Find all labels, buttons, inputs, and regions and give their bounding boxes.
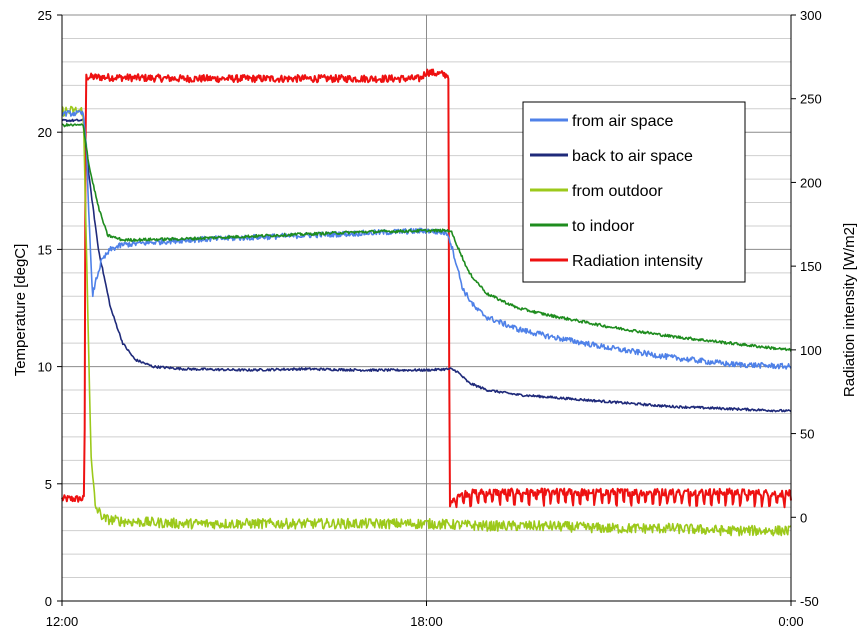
right-tick-label: 150 bbox=[800, 259, 822, 274]
x-tick-label: 12:00 bbox=[46, 614, 79, 629]
legend-label-back-to-air-space: back to air space bbox=[572, 148, 693, 165]
left-tick-label: 0 bbox=[45, 594, 52, 609]
left-tick-label: 5 bbox=[45, 477, 52, 492]
series-line-radiation-intensity bbox=[61, 68, 792, 509]
left-axis-title: Temperature [degC] bbox=[12, 244, 29, 377]
left-tick-label: 20 bbox=[38, 125, 52, 140]
legend-label-from-outdoor: from outdoor bbox=[572, 183, 663, 200]
right-tick-label: 100 bbox=[800, 343, 822, 358]
right-axis-title: Radiation intensity [W/m2] bbox=[841, 223, 858, 397]
right-tick-label: -50 bbox=[800, 594, 819, 609]
left-tick-label: 10 bbox=[38, 360, 52, 375]
right-tick-label: 50 bbox=[800, 427, 814, 442]
series-line-to-indoor bbox=[61, 123, 792, 352]
legend: from air space back to air space from outd… bbox=[522, 101, 746, 283]
left-tick-label: 15 bbox=[38, 242, 52, 257]
series-line-from-outdoor bbox=[61, 105, 792, 537]
legend-label-to-indoor: to indoor bbox=[572, 218, 635, 235]
right-tick-label: 300 bbox=[800, 8, 822, 23]
series-line-back-to-air-space bbox=[61, 118, 792, 413]
legend-label-from-air-space: from air space bbox=[572, 113, 673, 130]
right-tick-label: 200 bbox=[800, 175, 822, 190]
axes-layer: 0 5 10 15 20 25 -50 0 50 100 150 200 250 300 12:00 18:0… bbox=[38, 8, 822, 629]
x-tick-label: 0:00 bbox=[778, 614, 803, 629]
right-tick-label: 0 bbox=[800, 510, 807, 525]
right-tick-label: 250 bbox=[800, 92, 822, 107]
x-tick-label: 18:00 bbox=[410, 614, 443, 629]
left-tick-label: 25 bbox=[38, 8, 52, 23]
legend-label-radiation-intensity: Radiation intensity bbox=[572, 253, 703, 270]
legend-box bbox=[522, 101, 746, 283]
series-layer bbox=[61, 68, 792, 537]
